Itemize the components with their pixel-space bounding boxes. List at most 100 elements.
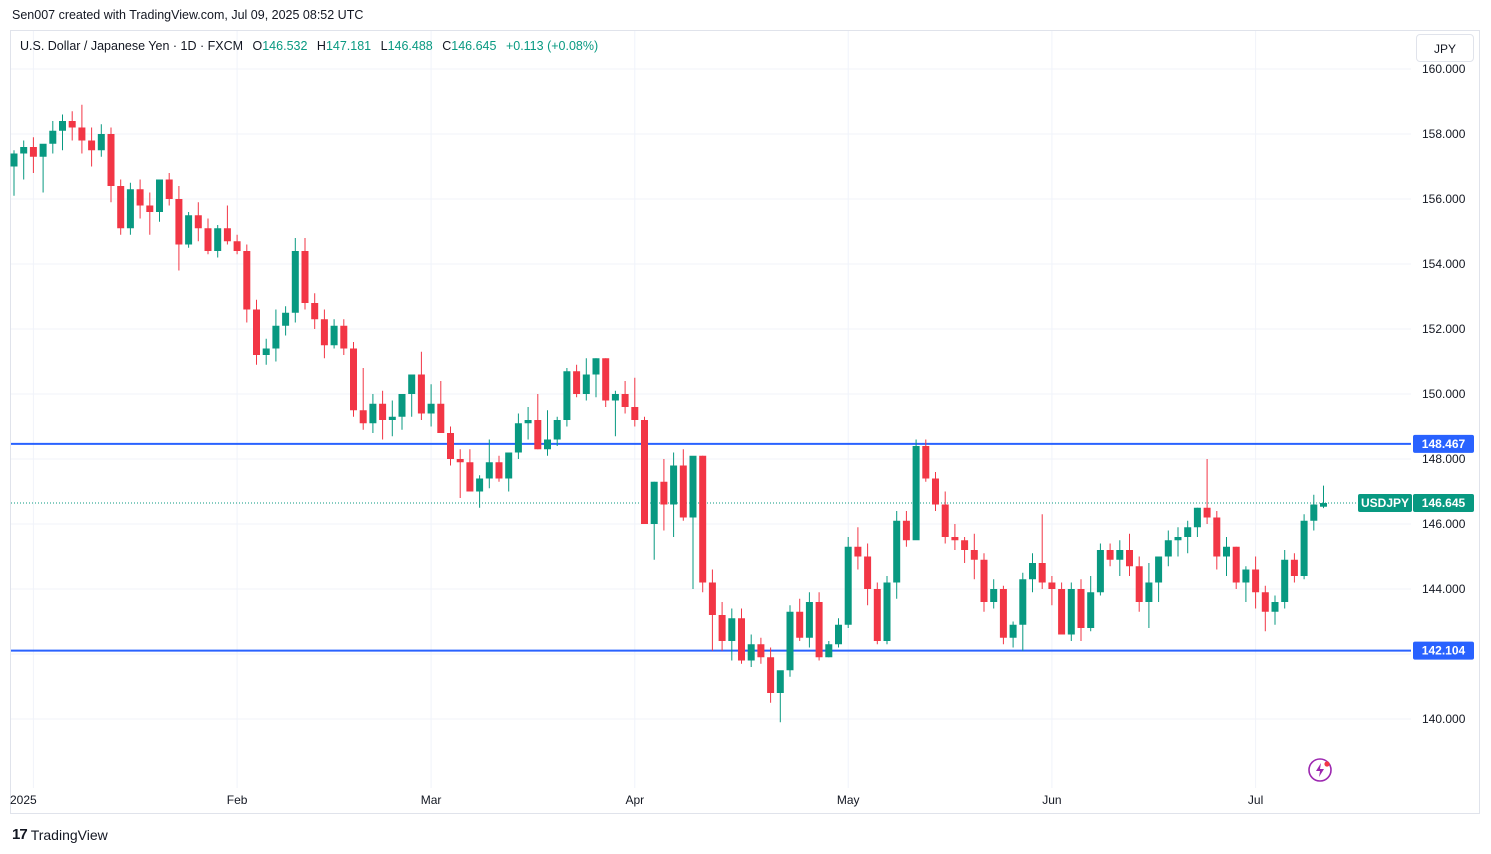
candle-body (88, 140, 96, 151)
candle-body (757, 644, 765, 658)
candle-body (379, 403, 387, 420)
candle-body (835, 624, 842, 645)
candle-body (1300, 520, 1308, 576)
candle-body (1009, 624, 1017, 638)
candle-body (1019, 579, 1027, 625)
candle-body (417, 374, 425, 414)
candle-body (398, 394, 406, 417)
candle-body (631, 407, 639, 420)
candle-body (825, 644, 833, 658)
candle-body (20, 147, 28, 154)
candle-body (1261, 592, 1269, 612)
candle-body (194, 215, 202, 229)
candle-body (126, 189, 134, 229)
candle-body (282, 312, 290, 326)
x-tick-label: Jun (1042, 793, 1061, 807)
candle-body (272, 325, 280, 349)
candle-body (796, 611, 804, 638)
candle-body (437, 403, 445, 433)
level-price-label: 142.104 (1422, 644, 1466, 658)
candle-body (805, 602, 813, 638)
candle-body (388, 416, 396, 420)
candle-body (1184, 527, 1192, 537)
candle-body (553, 420, 561, 440)
candle-body (708, 582, 716, 615)
candle-body (301, 251, 309, 303)
candle-body (573, 371, 581, 394)
candle-body (893, 520, 901, 583)
horizontal-lines (11, 442, 1411, 652)
candle-body (214, 228, 222, 251)
candle-body (466, 462, 474, 492)
candle-body (941, 504, 949, 537)
candle-body (1223, 546, 1230, 557)
candle-body (165, 179, 173, 199)
grid-lines (11, 31, 1411, 788)
y-tick-label: 140.000 (1422, 712, 1466, 726)
symbol-legend: U.S. Dollar / Japanese Yen · 1D · FXCM O… (20, 39, 598, 53)
level-price-label: 148.467 (1422, 437, 1466, 451)
candle-body (912, 446, 920, 541)
y-tick-label: 150.000 (1422, 387, 1466, 401)
candle-body (1067, 589, 1075, 635)
attribution-text: Sen007 created with TradingView.com, Jul… (12, 8, 364, 22)
close-value: 146.645 (451, 39, 497, 53)
candle-body (1126, 550, 1133, 567)
candle-body (951, 537, 959, 541)
candle-body (291, 251, 299, 313)
candle-body (136, 189, 144, 206)
candle-body (990, 589, 998, 602)
candle-body (602, 358, 610, 401)
candle-body (340, 325, 348, 349)
candle-body (253, 309, 260, 355)
candle-body (1096, 550, 1104, 593)
candle-body (767, 657, 775, 693)
x-tick-label: Feb (227, 793, 248, 807)
candle-body (156, 179, 163, 212)
change-value: +0.113 (+0.08%) (505, 39, 599, 53)
currency-button[interactable]: JPY (1416, 34, 1474, 62)
candle-body (1087, 592, 1095, 628)
candle-body (1106, 550, 1114, 560)
candle-body (1203, 507, 1211, 518)
candle-body (660, 481, 668, 505)
candle-body (495, 462, 503, 479)
lightning-icon[interactable] (1308, 758, 1332, 782)
candle-body (1232, 546, 1240, 583)
level-price-tag (1413, 434, 1474, 453)
candle-body (592, 358, 600, 375)
candle-body (369, 403, 377, 424)
candle-body (1155, 556, 1163, 583)
candle-body (350, 348, 357, 411)
candle-body (427, 403, 435, 414)
logo-text: TradingView (30, 826, 108, 843)
y-tick-label: 144.000 (1422, 582, 1466, 596)
tradingview-logo[interactable]: 17 TradingView (12, 826, 108, 843)
candle-body (1029, 563, 1036, 580)
candle-body (650, 481, 658, 524)
axes: 140.000142.000144.000146.000148.000150.0… (10, 62, 1466, 807)
candle-body (1281, 559, 1289, 602)
candle-body (621, 394, 629, 407)
candle-body (78, 127, 86, 141)
candle-body (514, 423, 522, 453)
candle-body (922, 446, 930, 479)
candle-body (1290, 559, 1298, 576)
candle-body (408, 374, 416, 394)
candle-body (815, 602, 823, 658)
level-price-tag (1413, 641, 1474, 660)
low-value: 146.488 (387, 39, 433, 53)
y-tick-label: 158.000 (1422, 127, 1466, 141)
candle-body (883, 582, 891, 641)
x-tick-label: 2025 (10, 793, 37, 807)
x-tick-label: Mar (421, 793, 442, 807)
candle-body (534, 420, 542, 450)
candle-body (39, 143, 47, 157)
candle-body (844, 546, 852, 625)
y-tick-label: 148.000 (1422, 452, 1466, 466)
candle-body (1320, 503, 1327, 507)
high-label: H (316, 39, 326, 53)
open-label: O (252, 39, 263, 53)
candle-body (456, 459, 464, 463)
